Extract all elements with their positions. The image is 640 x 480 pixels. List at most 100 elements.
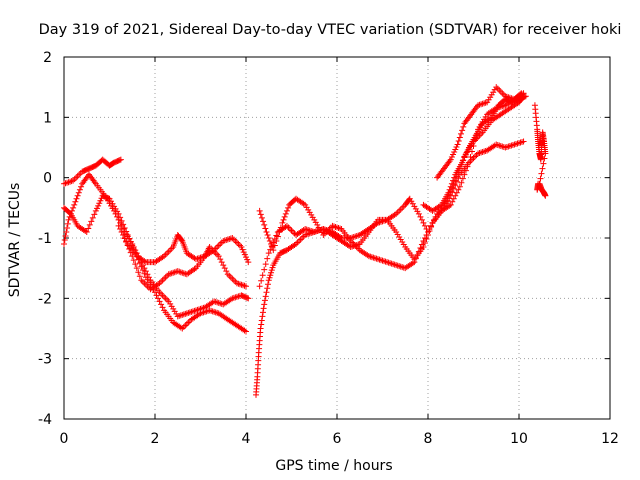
- data-point: [455, 175, 462, 182]
- data-point: [61, 241, 67, 248]
- y-tick-label: -4: [38, 412, 52, 428]
- y-tick-label: -2: [38, 291, 52, 307]
- data-point: [265, 277, 272, 284]
- data-point: [265, 235, 272, 241]
- data-point: [130, 257, 137, 264]
- data-point: [463, 149, 470, 156]
- data-point: [421, 240, 428, 247]
- data-point: [214, 251, 221, 258]
- data-point: [141, 280, 148, 287]
- data-point: [264, 255, 271, 262]
- data-point: [158, 290, 165, 297]
- data-point: [71, 201, 78, 208]
- data-point: [352, 242, 359, 249]
- data-point: [265, 250, 272, 257]
- data-point: [260, 305, 267, 312]
- data-point: [453, 178, 460, 185]
- data-point: [311, 228, 318, 235]
- data-point: [259, 309, 266, 316]
- data-point: [334, 224, 340, 231]
- data-point: [218, 300, 225, 307]
- data-point: [115, 222, 122, 229]
- data-point: [92, 207, 99, 214]
- data-point: [461, 154, 468, 161]
- y-tick-label: 0: [43, 171, 52, 187]
- data-point: [233, 239, 240, 246]
- data-point: [236, 242, 243, 249]
- data-point: [448, 180, 455, 187]
- data-point: [114, 213, 121, 220]
- data-point: [502, 144, 509, 151]
- data-point: [164, 250, 171, 257]
- data-point: [68, 207, 75, 214]
- data-point: [264, 281, 271, 288]
- data-point: [447, 156, 454, 163]
- data-point: [376, 256, 383, 263]
- data-point: [259, 313, 266, 320]
- data-point: [257, 211, 264, 218]
- data-point: [139, 262, 146, 269]
- data-point: [421, 222, 428, 229]
- data-point: [165, 271, 172, 278]
- data-point: [177, 312, 184, 319]
- data-point: [179, 269, 186, 276]
- data-point: [302, 231, 309, 238]
- data-point: [271, 242, 278, 249]
- data-point: [453, 189, 460, 196]
- data-point: [285, 204, 292, 211]
- data-point: [264, 285, 271, 292]
- data-point: [451, 174, 458, 181]
- data-point: [229, 275, 236, 282]
- data-point: [262, 225, 269, 232]
- data-point: [374, 256, 381, 263]
- chart-title: Day 319 of 2021, Sidereal Day-to-day VTE…: [39, 22, 622, 38]
- data-point: [266, 274, 273, 281]
- data-point: [462, 152, 469, 159]
- data-point: [243, 254, 249, 261]
- data-point: [391, 261, 398, 268]
- data-point: [516, 139, 522, 146]
- data-point: [454, 141, 461, 148]
- data-point: [448, 154, 455, 161]
- data-point: [186, 309, 193, 316]
- data-point: [65, 216, 72, 223]
- data-point: [161, 293, 168, 300]
- data-point: [446, 186, 453, 193]
- data-point: [70, 204, 77, 211]
- data-point: [537, 175, 544, 182]
- data-point: [420, 244, 427, 251]
- data-point: [208, 307, 215, 314]
- data-point: [170, 269, 177, 276]
- data-point: [185, 309, 192, 316]
- y-tick-label: 1: [43, 110, 52, 126]
- data-point: [121, 235, 128, 242]
- data-point: [381, 258, 388, 265]
- x-tick-label: 2: [151, 431, 160, 447]
- data-point: [259, 272, 266, 279]
- data-point: [65, 179, 72, 186]
- data-point: [279, 219, 286, 226]
- data-point: [64, 224, 71, 231]
- data-point: [494, 85, 501, 92]
- data-point: [462, 167, 469, 174]
- data-point: [455, 186, 462, 193]
- data-point: [461, 171, 468, 178]
- data-point: [214, 299, 221, 306]
- data-point: [456, 134, 463, 141]
- data-point: [230, 277, 237, 284]
- data-point: [497, 142, 504, 149]
- data-point: [62, 232, 69, 239]
- data-point: [291, 230, 298, 237]
- data-point: [218, 259, 225, 266]
- data-point: [479, 100, 486, 107]
- data-point: [296, 238, 303, 245]
- data-point: [223, 268, 230, 275]
- data-point: [138, 277, 145, 284]
- data-point: [399, 204, 406, 211]
- data-point: [217, 256, 224, 263]
- data-point: [220, 262, 227, 269]
- data-point: [142, 268, 149, 275]
- data-point: [63, 228, 70, 235]
- data-point: [61, 180, 67, 187]
